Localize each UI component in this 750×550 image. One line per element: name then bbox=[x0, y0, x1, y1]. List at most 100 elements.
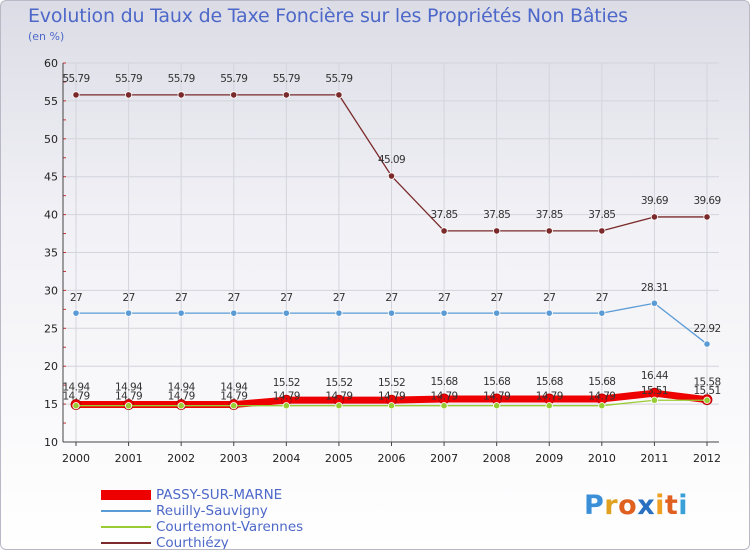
x-tick-label: 2010 bbox=[588, 452, 616, 465]
x-tick-label: 2003 bbox=[220, 452, 248, 465]
data-point bbox=[650, 213, 659, 221]
y-tick-label: 60 bbox=[44, 57, 58, 70]
data-label: 14.94 bbox=[220, 382, 248, 394]
data-label: 27 bbox=[228, 292, 240, 304]
data-label: 15.51 bbox=[641, 385, 668, 397]
data-point bbox=[124, 91, 133, 99]
x-tick-label: 2002 bbox=[167, 452, 195, 465]
y-tick-label: 55 bbox=[44, 95, 58, 108]
data-point bbox=[703, 213, 711, 221]
data-point bbox=[545, 227, 553, 235]
data-point bbox=[282, 309, 290, 317]
data-labels: 55.79 55.79 55.79 55.79 55.79 55.79 45.09 37.85… bbox=[62, 73, 721, 403]
data-label: 14.79 bbox=[220, 391, 247, 403]
x-tick-label: 2001 bbox=[115, 452, 143, 465]
data-point bbox=[545, 309, 553, 317]
data-label: 14.94 bbox=[168, 382, 196, 394]
logo-letter: i bbox=[655, 490, 665, 521]
data-point bbox=[650, 299, 659, 307]
data-label: 15.68 bbox=[431, 376, 458, 388]
x-tick-label: 2008 bbox=[483, 452, 511, 465]
data-point bbox=[230, 309, 238, 317]
y-tick-label: 30 bbox=[44, 284, 58, 297]
logo-letter: r bbox=[604, 490, 619, 521]
data-label: 27 bbox=[543, 292, 555, 304]
data-label: 14.79 bbox=[588, 391, 615, 403]
data-point bbox=[230, 91, 238, 99]
data-point bbox=[440, 309, 448, 317]
data-label: 14.79 bbox=[431, 391, 458, 403]
data-label: 14.94 bbox=[115, 382, 143, 394]
data-label: 55.79 bbox=[115, 73, 142, 85]
data-label: 22.92 bbox=[693, 323, 720, 335]
data-point bbox=[177, 402, 185, 410]
data-label: 39.69 bbox=[693, 195, 720, 207]
data-label: 15.68 bbox=[483, 376, 510, 388]
x-tick-label: 2000 bbox=[62, 452, 90, 465]
data-point bbox=[124, 402, 133, 410]
y-tick-label: 10 bbox=[44, 436, 58, 449]
x-tick-label: 2011 bbox=[640, 452, 668, 465]
data-label: 14.79 bbox=[536, 391, 563, 403]
data-label: 27 bbox=[491, 292, 503, 304]
x-tick-label: 2012 bbox=[693, 452, 721, 465]
data-point bbox=[335, 402, 343, 410]
data-label: 55.79 bbox=[168, 73, 195, 85]
data-point bbox=[335, 309, 343, 317]
data-point bbox=[177, 309, 185, 317]
logo-letter: o bbox=[618, 490, 638, 521]
data-label: 55.79 bbox=[62, 73, 89, 85]
data-label: 15.52 bbox=[378, 377, 405, 389]
data-point bbox=[598, 227, 606, 235]
data-point bbox=[545, 402, 553, 410]
data-point bbox=[598, 309, 606, 317]
x-tick-label: 2007 bbox=[430, 452, 458, 465]
data-point bbox=[703, 340, 711, 348]
data-label: 27 bbox=[122, 292, 134, 304]
series-reuilly-sauvigny bbox=[72, 299, 711, 348]
data-label: 55.79 bbox=[325, 73, 352, 85]
x-tick-label: 2006 bbox=[378, 452, 406, 465]
data-point bbox=[493, 402, 501, 410]
y-tick-label: 45 bbox=[44, 171, 58, 184]
y-tick-label: 25 bbox=[44, 322, 58, 335]
data-point bbox=[177, 91, 185, 99]
data-point bbox=[72, 402, 80, 410]
data-label: 14.94 bbox=[62, 382, 90, 394]
data-label: 27 bbox=[438, 292, 450, 304]
data-point bbox=[335, 91, 343, 99]
series-courtemont-varennes bbox=[72, 396, 711, 410]
data-label: 37.85 bbox=[431, 209, 458, 221]
data-label: 27 bbox=[385, 292, 397, 304]
y-tick-label: 35 bbox=[44, 247, 58, 260]
data-label: 14.79 bbox=[273, 391, 300, 403]
data-point bbox=[440, 227, 448, 235]
data-label: 14.79 bbox=[115, 391, 142, 403]
data-label: 37.85 bbox=[536, 209, 563, 221]
data-label: 55.79 bbox=[220, 73, 247, 85]
chart-title: Evolution du Taux de Taxe Foncière sur l… bbox=[28, 5, 628, 27]
series-layer bbox=[70, 91, 713, 410]
data-point bbox=[440, 402, 448, 410]
data-point bbox=[493, 227, 501, 235]
data-label: 15.68 bbox=[536, 376, 563, 388]
x-tick-label: 2004 bbox=[272, 452, 300, 465]
data-point bbox=[72, 309, 80, 317]
data-label: 27 bbox=[175, 292, 187, 304]
data-label: 37.85 bbox=[588, 209, 615, 221]
legend-label: Reuilly-Sauvigny bbox=[156, 503, 268, 519]
data-point bbox=[387, 309, 396, 317]
logo-letter: x bbox=[637, 490, 656, 521]
data-point bbox=[703, 396, 711, 404]
data-point bbox=[282, 402, 290, 410]
legend-label: Courthiézy bbox=[156, 535, 229, 550]
data-label: 27 bbox=[596, 292, 608, 304]
logo-letter: t bbox=[664, 490, 679, 521]
data-label: 27 bbox=[280, 292, 292, 304]
y-tick-label: 20 bbox=[44, 360, 58, 373]
proxiti-logo: Proxiti bbox=[584, 490, 688, 521]
legend-swatch bbox=[101, 510, 151, 512]
y-axis-unit-label: (en %) bbox=[28, 30, 65, 43]
data-point bbox=[72, 91, 80, 99]
